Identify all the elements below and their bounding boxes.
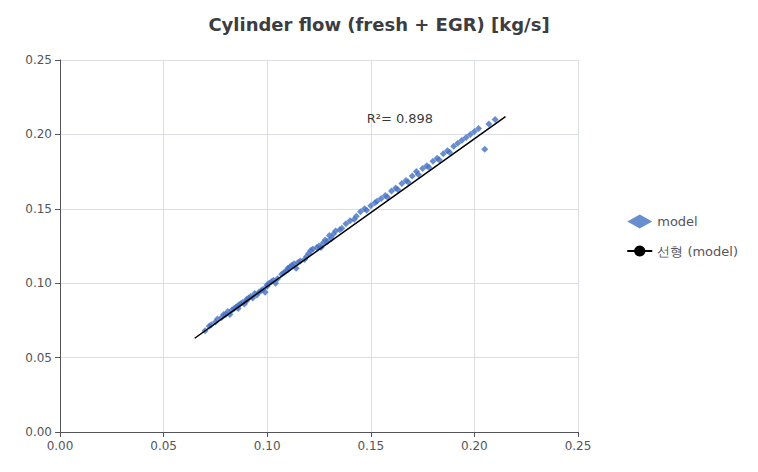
svg-text:Cylinder flow (fresh + EGR) [k: Cylinder flow (fresh + EGR) [kg/s] xyxy=(208,14,549,35)
svg-text:R²= 0.898: R²= 0.898 xyxy=(367,111,434,126)
svg-text:0.25: 0.25 xyxy=(25,53,52,67)
svg-text:0.05: 0.05 xyxy=(25,351,52,365)
svg-text:선형 (model): 선형 (model) xyxy=(657,244,738,259)
svg-text:0.15: 0.15 xyxy=(357,439,384,453)
svg-text:0.00: 0.00 xyxy=(47,439,74,453)
svg-text:0.10: 0.10 xyxy=(254,439,281,453)
svg-text:0.00: 0.00 xyxy=(25,425,52,439)
svg-text:0.10: 0.10 xyxy=(25,276,52,290)
svg-text:0.20: 0.20 xyxy=(25,127,52,141)
svg-text:0.05: 0.05 xyxy=(150,439,177,453)
svg-text:model: model xyxy=(657,214,697,229)
svg-text:0.25: 0.25 xyxy=(565,439,592,453)
svg-text:0.15: 0.15 xyxy=(25,202,52,216)
svg-text:0.20: 0.20 xyxy=(461,439,488,453)
